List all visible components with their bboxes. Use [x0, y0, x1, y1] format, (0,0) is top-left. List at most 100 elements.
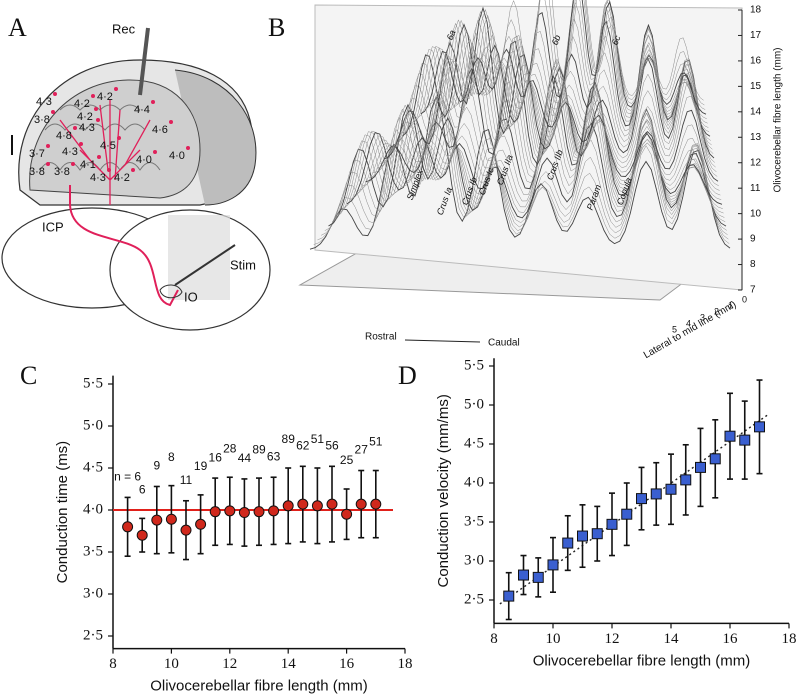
x-tick-label: 16	[339, 656, 355, 672]
data-point	[136, 529, 148, 541]
site-value: 4·2	[74, 98, 90, 110]
data-point	[532, 571, 544, 583]
y-tick-label: 4·0	[464, 474, 484, 490]
recording-site	[151, 100, 155, 104]
lateral-tick-label: 5	[672, 324, 677, 334]
data-point	[665, 483, 677, 495]
recording-site	[97, 155, 101, 159]
y-axis-title: Conduction velocity (mm/ms)	[435, 394, 452, 587]
z-tick-label: 16	[750, 56, 762, 67]
x-tick-label: 10	[546, 631, 561, 647]
x-tick-label: 12	[605, 631, 620, 647]
site-value: 4·5	[100, 140, 116, 152]
sample-size: 51	[311, 432, 325, 446]
z-tick-label: 9	[750, 234, 756, 245]
data-point	[606, 518, 618, 530]
site-value: 4·2	[97, 91, 113, 103]
sample-size: 28	[223, 441, 237, 455]
y-tick-label: 4·0	[83, 501, 103, 517]
z-tick-label: 7	[750, 285, 756, 296]
data-point	[754, 421, 765, 433]
y-tick-label: 4·5	[83, 459, 103, 475]
site-value: 3·8	[29, 166, 45, 178]
surface-line	[376, 19, 716, 169]
surface-line	[391, 14, 713, 151]
data-point	[547, 559, 559, 571]
recording-site	[46, 144, 50, 148]
recording-site	[53, 92, 57, 96]
panel-a-drawing	[1, 27, 271, 331]
lateral-tick-label: 4	[686, 318, 691, 328]
data-point	[621, 508, 633, 520]
x-tick-label: 16	[723, 631, 739, 647]
site-value: 4·3	[90, 172, 106, 184]
panel-a-label: Rec	[112, 21, 136, 36]
z-tick-label: 8	[750, 259, 756, 270]
data-point	[165, 513, 177, 525]
z-tick-label: 18	[750, 5, 762, 16]
surface-line	[320, 98, 728, 236]
site-value: 4·0	[169, 150, 185, 162]
surface-line	[409, 0, 709, 128]
sample-size: 11	[180, 473, 193, 487]
data-point	[209, 506, 221, 518]
data-point	[355, 498, 367, 510]
recording-site	[71, 162, 75, 166]
lateral-tick-label: 3	[700, 312, 705, 322]
panel-letter: B	[268, 13, 285, 42]
sample-size: n = 6	[114, 470, 141, 484]
sample-size: 19	[194, 459, 208, 473]
recording-site	[153, 150, 157, 154]
surface-line	[387, 8, 714, 155]
data-point	[326, 498, 338, 510]
site-value: 4·8	[56, 130, 72, 142]
data-point	[311, 500, 323, 512]
panel-a-label: ICP	[42, 219, 64, 234]
data-point	[151, 514, 163, 526]
y-tick-label: 5·0	[464, 396, 484, 412]
sample-size: 9	[153, 459, 160, 473]
sample-size: 89	[282, 432, 296, 446]
sample-size: 63	[267, 449, 281, 463]
lateral-tick-label: 0	[742, 294, 747, 304]
recording-site	[117, 136, 121, 140]
data-point	[636, 493, 647, 505]
data-point	[695, 461, 706, 473]
sample-size: 16	[209, 450, 223, 464]
z-tick-label: 12	[750, 157, 762, 168]
data-point	[297, 498, 309, 510]
z-tick-label: 17	[750, 30, 762, 41]
data-point	[577, 530, 588, 542]
recording-site	[46, 162, 50, 166]
y-tick-label: 3·5	[464, 513, 484, 529]
x-axis-title: Olivocerebellar fibre length (mm)	[150, 678, 368, 695]
data-point	[518, 569, 529, 581]
y-tick-label: 4·5	[464, 435, 484, 451]
sample-size: 6	[139, 483, 146, 497]
surface-line	[339, 86, 724, 214]
data-point	[739, 434, 751, 446]
recording-site	[91, 94, 95, 98]
sample-size: 8	[168, 450, 175, 464]
z-tick-label: 11	[750, 183, 761, 194]
surface-line	[380, 10, 715, 164]
surface-line	[313, 92, 730, 245]
site-value: 4·2	[114, 172, 130, 184]
lateral-title: Lateral to mid line (mm)	[642, 299, 738, 361]
data-point	[341, 508, 353, 520]
recording-site	[79, 142, 83, 146]
z-tick-label: 13	[750, 132, 762, 143]
y-tick-label: 5·5	[83, 375, 103, 391]
z-axis-title: Olivocerebellar fibre length (mm)	[773, 47, 784, 192]
x-tick-label: 8	[490, 631, 498, 647]
data-point	[680, 474, 692, 486]
data-point	[122, 521, 134, 533]
y-tick-label: 5·0	[83, 417, 103, 433]
sample-size: 25	[340, 453, 354, 467]
x-axis-title: Olivocerebellar fibre length (mm)	[533, 652, 751, 669]
x-tick-label: 18	[398, 656, 413, 672]
data-point	[709, 453, 721, 465]
recording-site	[131, 168, 135, 172]
site-value: 4·4	[134, 104, 150, 116]
